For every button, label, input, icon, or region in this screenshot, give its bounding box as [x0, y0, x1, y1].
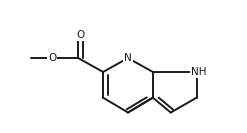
Text: NH: NH: [191, 67, 207, 77]
Text: O: O: [76, 30, 84, 40]
Text: O: O: [48, 53, 57, 63]
Text: N: N: [124, 53, 132, 63]
